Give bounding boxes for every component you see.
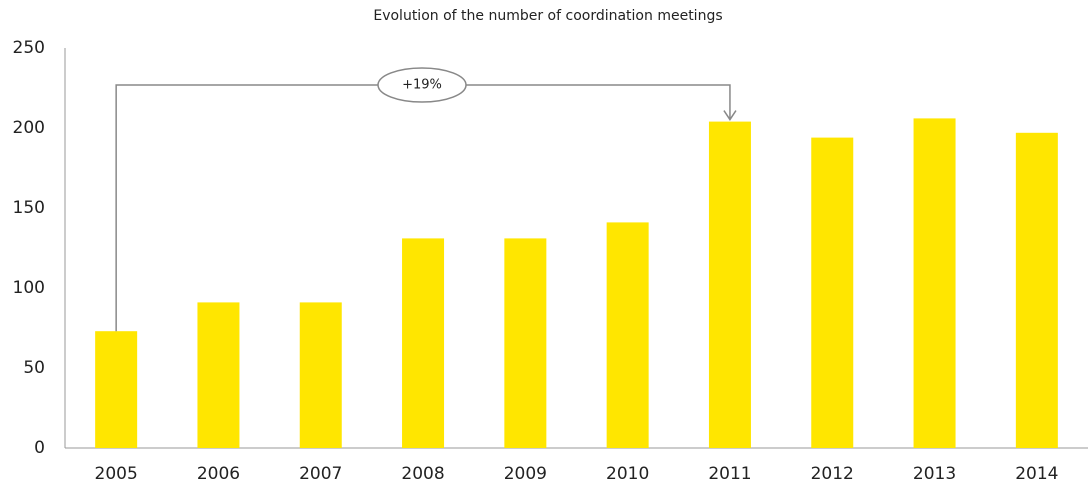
- chart-title: Evolution of the number of coordination …: [373, 8, 722, 24]
- annotation-bubble: [377, 67, 467, 103]
- annotation-label: +19%: [402, 78, 442, 93]
- y-tick-label: 200: [13, 118, 45, 138]
- y-tick-label: 50: [23, 358, 45, 378]
- bar: [1015, 132, 1058, 449]
- bar: [504, 238, 547, 448]
- bar: [811, 137, 854, 448]
- x-tick-label: 2006: [197, 464, 240, 482]
- x-tick-label: 2005: [95, 464, 138, 482]
- x-tick-label: 2009: [504, 464, 547, 482]
- annotation-arrow: [723, 110, 737, 121]
- x-tick-label: 2013: [913, 464, 956, 482]
- bar: [402, 238, 445, 448]
- x-tick-label: 2012: [811, 464, 854, 482]
- bar: [95, 331, 138, 448]
- x-tick-label: 2014: [1015, 464, 1058, 482]
- bar: [606, 222, 649, 448]
- bar: [708, 121, 751, 448]
- x-tick-label: 2007: [299, 464, 342, 482]
- y-tick-label: 0: [34, 438, 45, 458]
- bar: [913, 118, 956, 449]
- bar: [299, 302, 342, 448]
- x-tick-label: 2008: [401, 464, 444, 482]
- x-tick-label: 2011: [708, 464, 751, 482]
- y-tick-label: 250: [13, 38, 45, 58]
- bar: [197, 302, 240, 448]
- y-tick-label: 150: [13, 198, 45, 218]
- x-tick-label: 2010: [606, 464, 649, 482]
- y-tick-label: 100: [13, 278, 45, 298]
